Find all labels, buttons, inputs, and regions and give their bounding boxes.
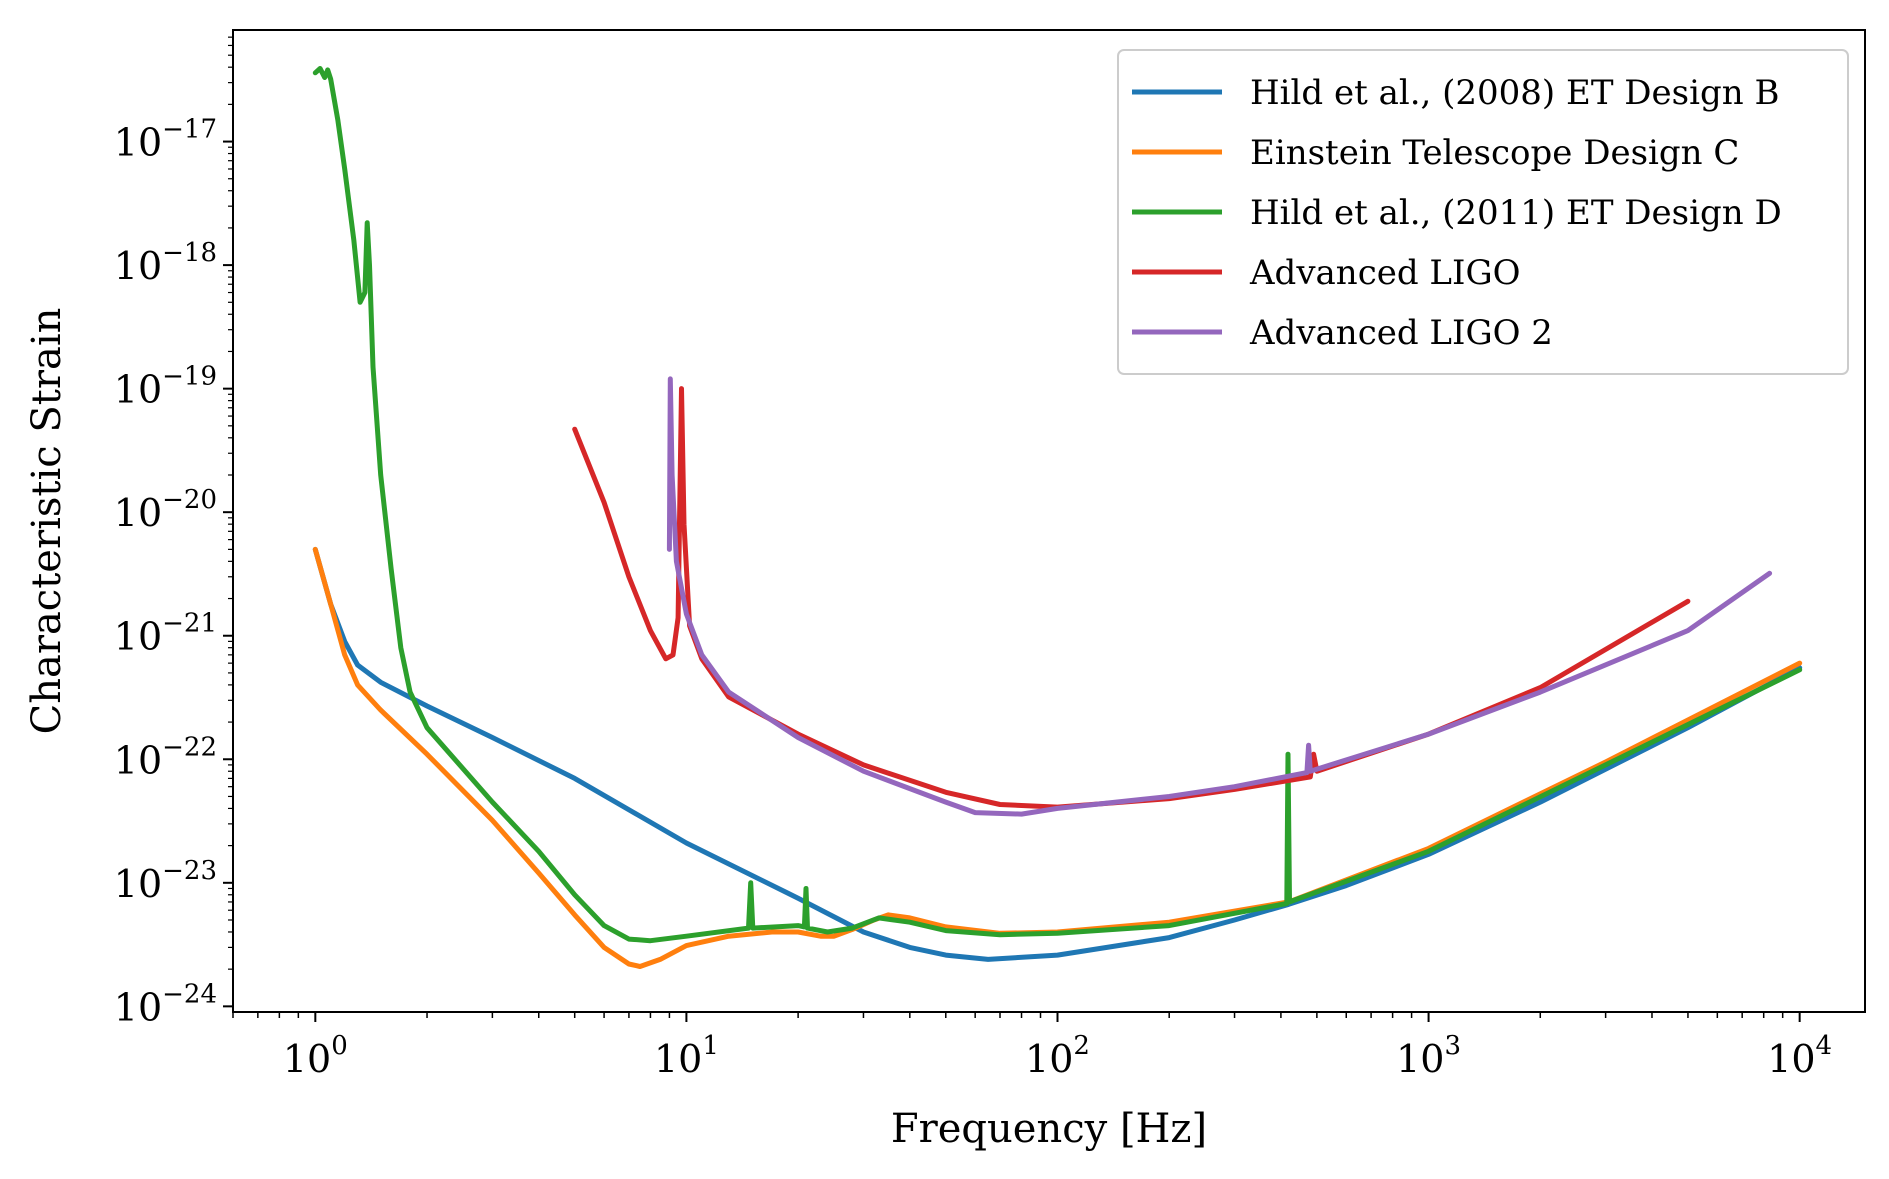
plot-frame [232,29,1866,1013]
x-tick-label: 102 [1025,1031,1090,1081]
legend: Hild et al., (2008) ET Design B Einstein … [1117,49,1849,375]
y-tick-label: 10−20 [114,485,217,535]
series-line-3 [312,66,1803,944]
legend-label-4: Advanced LIGO [1249,253,1520,293]
y-tick-label: 10−18 [114,238,217,288]
y-tick-label: 10−17 [114,115,217,165]
x-tick-label: 103 [1396,1031,1461,1081]
legend-label-5: Advanced LIGO 2 [1249,313,1553,353]
legend-label-1: Hild et al., (2008) ET Design B [1250,73,1779,113]
y-tick-label: 10−24 [114,979,217,1029]
y-tick-label: 10−21 [114,609,217,659]
x-tick-label: 104 [1767,1031,1832,1081]
legend-label-2: Einstein Telescope Design C [1250,133,1739,173]
y-tick-label: 10−23 [114,856,217,906]
legend-box [1117,49,1849,375]
y-tick-label: 10−19 [114,362,217,412]
series-line-5 [666,376,1773,817]
y-tick-label: 10−22 [114,732,217,782]
legend-label-3: Hild et al., (2011) ET Design D [1250,193,1782,233]
x-tick-label: 101 [654,1031,719,1081]
tick-layer: 100 101 102 103 104 10−24 10−23 10−22 10−21 10−20… [114,36,1832,1081]
series-line-1 [312,546,1803,962]
x-tick-label: 100 [283,1031,348,1081]
x-axis-title: Frequency [Hz] [891,1106,1207,1152]
y-axis-title: Characteristic Strain [24,308,70,735]
series-line-4 [572,386,1691,810]
series-layer [312,66,1803,969]
